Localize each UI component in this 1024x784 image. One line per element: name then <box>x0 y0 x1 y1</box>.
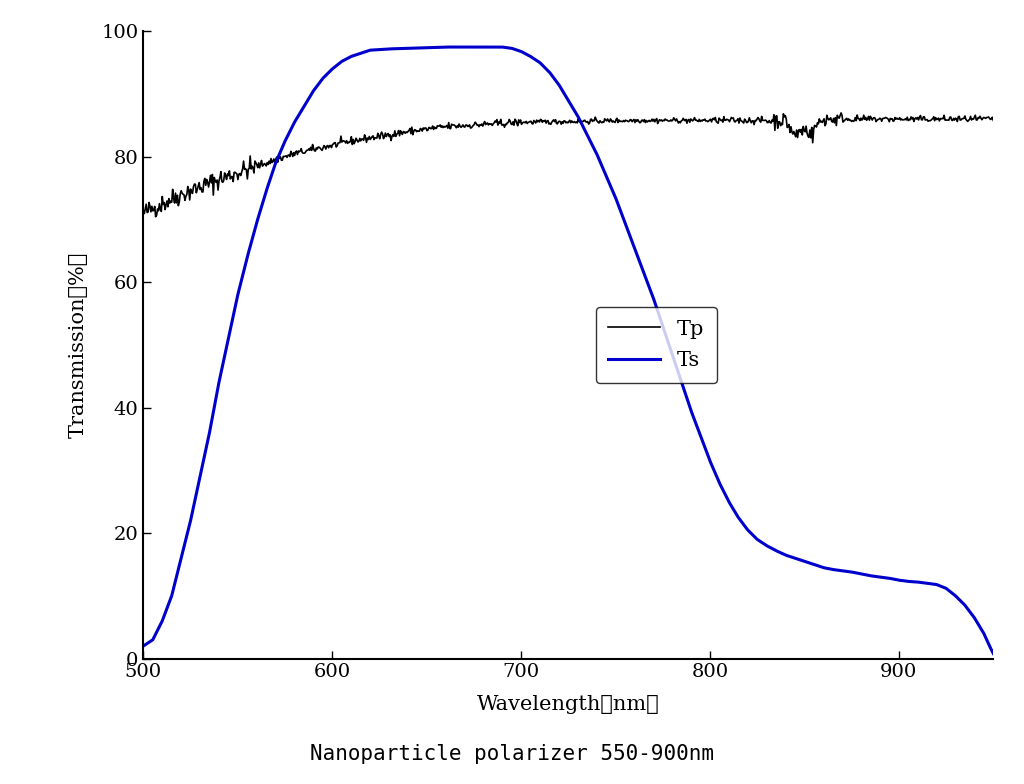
Ts <box>871 572 884 582</box>
Tp <box>150 212 162 221</box>
Tp <box>872 114 885 124</box>
Ts <box>229 299 242 308</box>
Ts <box>743 527 756 536</box>
Ts <box>358 47 371 56</box>
Tp <box>501 118 513 128</box>
Tp <box>835 108 847 118</box>
Ts <box>137 641 150 651</box>
Tp <box>359 132 372 142</box>
Ts <box>778 550 791 559</box>
Ts <box>987 649 999 659</box>
Legend: Tp, Ts: Tp, Ts <box>596 307 717 383</box>
Text: Nanoparticle polarizer 550-900nm: Nanoparticle polarizer 550-900nm <box>310 744 714 764</box>
Line: Tp: Tp <box>143 113 993 216</box>
Ts <box>439 42 452 52</box>
Y-axis label: Transmission（%）: Transmission（%） <box>69 252 87 438</box>
Tp <box>137 206 150 216</box>
Ts <box>501 43 513 53</box>
Line: Ts: Ts <box>143 47 993 654</box>
Tp <box>987 116 999 125</box>
X-axis label: Wavelength（nm）: Wavelength（nm） <box>477 695 659 714</box>
Tp <box>778 112 791 122</box>
Tp <box>743 113 756 122</box>
Tp <box>230 169 243 179</box>
